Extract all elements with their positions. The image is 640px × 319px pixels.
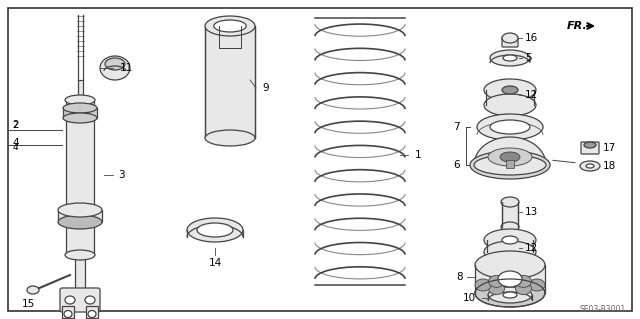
Text: 12: 12 (525, 243, 538, 253)
Bar (77, 80, 83, 110)
Ellipse shape (470, 151, 550, 179)
Text: 6: 6 (453, 160, 460, 170)
Ellipse shape (477, 114, 543, 140)
Ellipse shape (502, 86, 518, 94)
Ellipse shape (501, 222, 519, 232)
Ellipse shape (205, 16, 255, 36)
Bar (486, 90, 534, 105)
Ellipse shape (474, 155, 546, 175)
Text: 18: 18 (603, 161, 616, 171)
Ellipse shape (484, 94, 536, 116)
Ellipse shape (214, 20, 246, 32)
Bar (475, 265, 545, 293)
Ellipse shape (85, 296, 95, 304)
Text: SE03-B3001: SE03-B3001 (580, 305, 626, 314)
Ellipse shape (502, 33, 518, 43)
Bar (58, 210, 102, 222)
Ellipse shape (502, 236, 518, 244)
Text: 4: 4 (12, 144, 18, 152)
Ellipse shape (501, 197, 519, 207)
Text: 8: 8 (456, 272, 463, 282)
Text: 4: 4 (13, 138, 19, 148)
Ellipse shape (515, 283, 531, 295)
FancyBboxPatch shape (581, 142, 599, 154)
Ellipse shape (475, 279, 491, 291)
Ellipse shape (490, 50, 530, 66)
Ellipse shape (64, 310, 72, 317)
Ellipse shape (205, 130, 255, 146)
Text: 3: 3 (118, 170, 125, 180)
Bar (86, 306, 98, 318)
Ellipse shape (65, 296, 75, 304)
Text: 7: 7 (453, 122, 460, 132)
Ellipse shape (58, 215, 102, 229)
FancyBboxPatch shape (60, 288, 100, 312)
Bar (75, 255, 85, 290)
Ellipse shape (187, 218, 243, 242)
Ellipse shape (484, 229, 536, 251)
Text: 14: 14 (209, 258, 221, 268)
Ellipse shape (488, 283, 504, 295)
Text: 2: 2 (12, 121, 18, 130)
Bar (506, 160, 514, 168)
Ellipse shape (586, 164, 594, 168)
Text: 10: 10 (463, 293, 476, 303)
Ellipse shape (484, 241, 536, 263)
Ellipse shape (63, 113, 97, 123)
Ellipse shape (65, 95, 95, 105)
Ellipse shape (498, 271, 522, 287)
Bar (63, 108, 97, 118)
Ellipse shape (475, 279, 545, 307)
Ellipse shape (584, 142, 596, 148)
Ellipse shape (475, 251, 545, 279)
Text: 12: 12 (525, 90, 538, 100)
Bar (205, 26, 255, 138)
Ellipse shape (197, 223, 233, 237)
Ellipse shape (484, 79, 536, 101)
Ellipse shape (63, 103, 97, 113)
Ellipse shape (58, 203, 102, 217)
Ellipse shape (490, 120, 530, 134)
Text: 1: 1 (415, 150, 422, 160)
Ellipse shape (100, 56, 130, 80)
Ellipse shape (27, 286, 39, 294)
Ellipse shape (515, 275, 531, 287)
Ellipse shape (488, 275, 504, 287)
Text: 16: 16 (525, 33, 538, 43)
FancyBboxPatch shape (502, 37, 518, 47)
Text: 9: 9 (262, 83, 269, 93)
Ellipse shape (488, 148, 532, 166)
Text: 5: 5 (525, 53, 532, 63)
Ellipse shape (88, 310, 96, 317)
Text: FR.: FR. (567, 21, 588, 31)
Ellipse shape (580, 161, 600, 171)
Bar (502, 202, 518, 227)
Text: 13: 13 (525, 207, 538, 217)
Ellipse shape (488, 287, 532, 303)
Ellipse shape (105, 58, 125, 70)
Text: 11: 11 (120, 63, 133, 73)
Ellipse shape (529, 279, 545, 291)
Bar (62, 306, 74, 318)
Text: 17: 17 (603, 143, 616, 153)
Ellipse shape (500, 152, 520, 162)
Ellipse shape (65, 250, 95, 260)
Text: 15: 15 (21, 299, 35, 309)
Ellipse shape (503, 292, 517, 298)
Bar (487, 240, 533, 252)
Polygon shape (474, 137, 546, 165)
Bar (66, 100, 94, 255)
Text: 2: 2 (13, 120, 19, 130)
Ellipse shape (503, 55, 517, 61)
